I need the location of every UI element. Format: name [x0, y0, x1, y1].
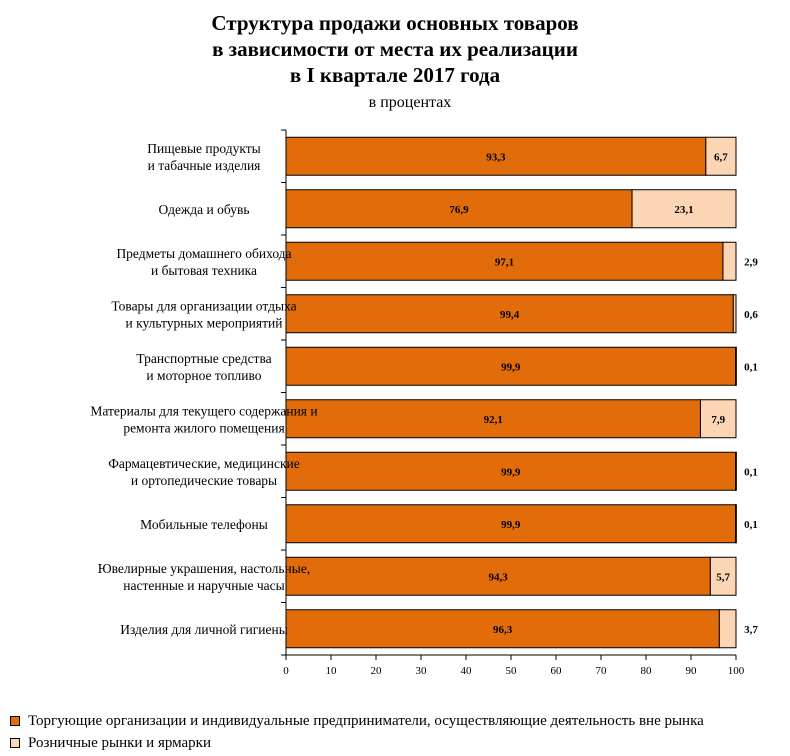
bar-organizations — [285, 346, 737, 386]
bar-markets — [705, 136, 737, 176]
category-label: Пищевые продукты — [147, 141, 260, 156]
value-label-markets: 3,7 — [744, 624, 758, 636]
value-label-organizations: 93,3 — [486, 151, 506, 163]
x-tick-label: 50 — [506, 665, 518, 677]
category-label: и ортопедические товары — [131, 473, 277, 488]
legend-label-markets: Розничные рынки и ярмарки — [28, 734, 211, 751]
title-line-1: Структура продажи основных товаров — [211, 11, 579, 35]
category-label: Транспортные средства — [136, 351, 271, 366]
legend-swatch-organizations — [10, 716, 20, 726]
bar-markets — [631, 189, 737, 229]
x-tick-label: 70 — [596, 665, 608, 677]
bar-organizations — [285, 504, 737, 544]
bar-markets — [735, 504, 737, 544]
legend-item-organizations: Торгующие организации и индивидуальные п… — [10, 710, 704, 732]
bar-markets — [699, 399, 737, 439]
value-label-markets: 0,6 — [744, 309, 758, 321]
category-label: настенные и наручные часы — [123, 578, 284, 593]
value-label-organizations: 76,9 — [449, 204, 469, 216]
category-label: Мобильные телефоны — [140, 517, 268, 532]
category-label: Изделия для личной гигиены — [120, 622, 288, 637]
value-label-organizations: 94,3 — [489, 571, 509, 583]
value-label-organizations: 92,1 — [484, 414, 503, 426]
value-label-markets: 2,9 — [744, 256, 758, 268]
value-label-organizations: 99,9 — [501, 361, 521, 373]
chart-title: Структура продажи основных товаров в зав… — [0, 10, 790, 88]
bar-organizations — [285, 399, 701, 439]
category-label: и культурных мероприятий — [126, 315, 283, 330]
category-label: Одежда и обувь — [159, 202, 250, 217]
category-label: и бытовая техника — [151, 263, 257, 278]
value-label-organizations: 99,9 — [501, 466, 521, 478]
bar-organizations — [285, 241, 724, 281]
x-tick-label: 10 — [326, 665, 338, 677]
value-label-organizations: 99,4 — [500, 309, 520, 321]
legend-swatch-markets — [10, 738, 20, 748]
title-line-3: в I квартале 2017 года — [289, 63, 501, 87]
value-label-organizations: 97,1 — [495, 256, 514, 268]
bar-organizations — [285, 556, 711, 596]
value-label-markets: 0,1 — [744, 519, 758, 531]
bar-chart: 93,3 6,7 Пищевые продукты и табачные издели… — [90, 129, 758, 677]
category-label: Ювелирные украшения, настольные, — [98, 561, 310, 576]
bar-markets — [718, 609, 737, 649]
legend: Торгующие организации и индивидуальные п… — [10, 710, 704, 754]
value-label-markets: 23,1 — [674, 204, 693, 216]
chart-subtitle: в процентах — [368, 94, 452, 111]
x-tick-label: 100 — [728, 665, 745, 677]
legend-label-organizations: Торгующие организации и индивидуальные п… — [28, 712, 704, 729]
bar-markets — [709, 556, 737, 596]
bar-organizations — [285, 294, 734, 334]
x-tick-label: 0 — [283, 665, 289, 677]
bar-markets — [732, 294, 737, 334]
bar-markets — [722, 241, 737, 281]
bar-markets — [735, 451, 737, 491]
value-label-markets: 6,7 — [714, 151, 728, 163]
bar-organizations — [285, 451, 737, 491]
x-tick-label: 90 — [686, 665, 698, 677]
value-label-markets: 7,9 — [711, 414, 725, 426]
value-label-markets: 5,7 — [716, 571, 730, 583]
category-label: Материалы для текущего содержания и — [90, 403, 317, 418]
value-label-markets: 0,1 — [744, 466, 758, 478]
category-label: и моторное топливо — [146, 368, 261, 383]
x-tick-label: 60 — [551, 665, 563, 677]
category-label: ремонта жилого помещения — [123, 420, 284, 435]
legend-item-markets: Розничные рынки и ярмарки — [10, 732, 704, 754]
x-tick-label: 80 — [641, 665, 653, 677]
category-label: Предметы домашнего обихода — [116, 246, 291, 261]
x-tick-label: 40 — [461, 665, 473, 677]
value-label-markets: 0,1 — [744, 361, 758, 373]
category-label: и табачные изделия — [148, 158, 261, 173]
value-label-organizations: 96,3 — [493, 624, 513, 636]
x-tick-label: 20 — [371, 665, 383, 677]
value-label-organizations: 99,9 — [501, 519, 521, 531]
x-tick-label: 30 — [416, 665, 428, 677]
bar-markets — [735, 346, 737, 386]
category-label: Фармацевтические, медицинские — [108, 456, 300, 471]
title-line-2: в зависимости от места их реализации — [212, 37, 578, 61]
category-label: Товары для организации отдыха — [111, 298, 296, 313]
